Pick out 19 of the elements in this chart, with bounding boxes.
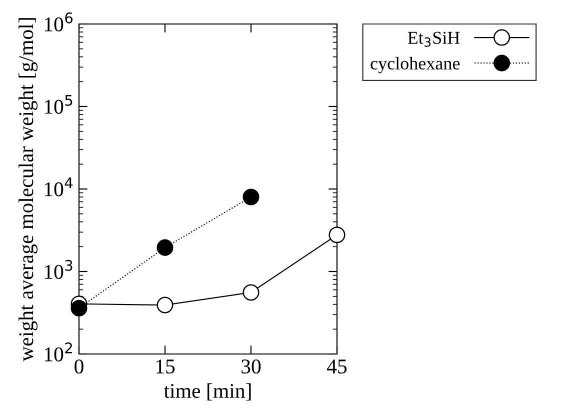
y-tick-label: 10$^{2}$ — [44, 342, 72, 362]
y-tick-label: 10$^{3}$ — [44, 260, 72, 279]
point — [328, 226, 346, 244]
x-tick-label: 30 — [242, 359, 261, 374]
x-tick-label: 15 — [156, 360, 175, 374]
y-tick-label: 10$^{4}$ — [44, 178, 73, 196]
legend-label: cyclohexane — [370, 56, 460, 74]
legend-label: Et$_{3}$SiH — [408, 32, 460, 47]
point — [242, 188, 260, 206]
point — [70, 300, 88, 316]
point — [242, 284, 260, 301]
y-axis-title: weight average molecular weight [g/mol] — [18, 18, 38, 362]
point — [156, 296, 174, 314]
x-axis-title: time [min] — [164, 383, 251, 401]
point — [156, 239, 174, 256]
y-tick-label: 10$^{6}$ — [44, 12, 72, 32]
x-tick-label: 45 — [326, 360, 347, 374]
y-tick-label: 10$^{5}$ — [44, 95, 72, 114]
x-tick-label: 0 — [74, 359, 84, 374]
